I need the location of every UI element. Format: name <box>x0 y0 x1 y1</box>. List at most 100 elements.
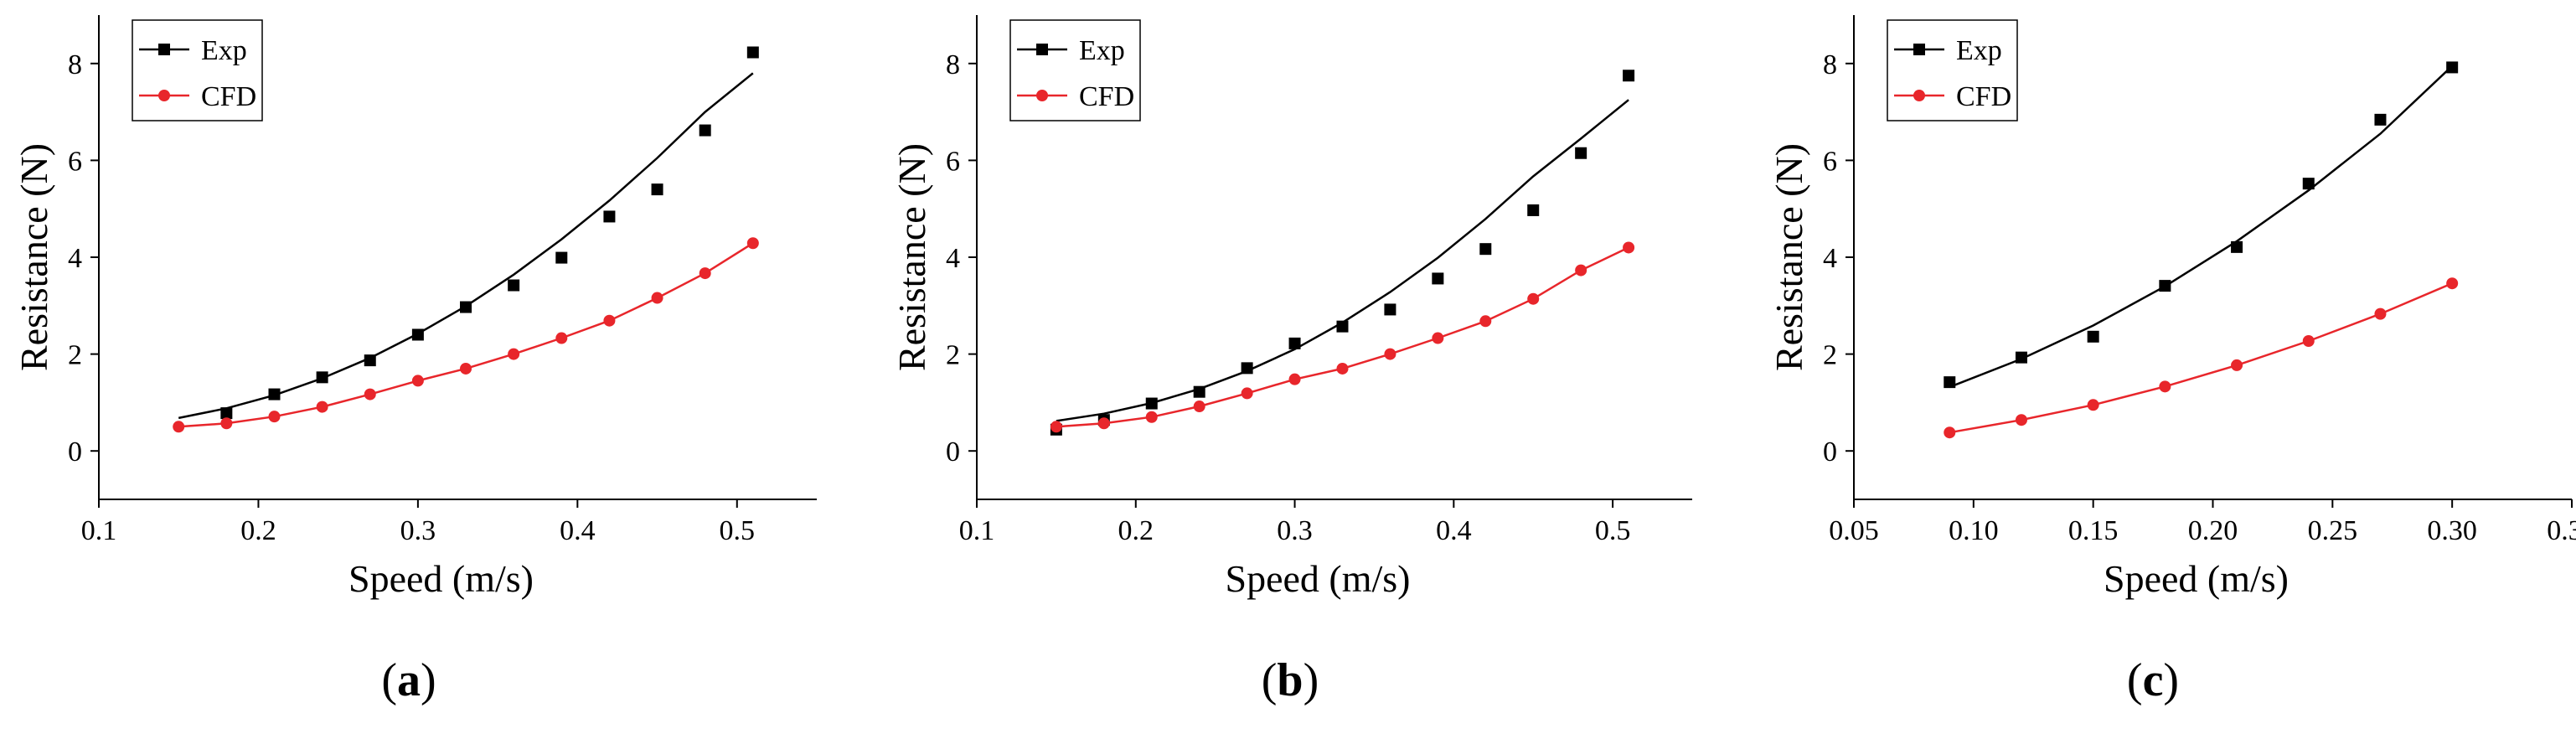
panel-b: 0.1 0.2 0.3 0.4 0.5 0 2 4 6 8 Speed (m/s) Resistanc… <box>891 15 1692 706</box>
panel-caption: (b) <box>1262 654 1319 706</box>
data-point <box>1336 320 1349 333</box>
data-point <box>316 371 328 384</box>
x-axis-title: Speed (m/s) <box>1225 557 1410 600</box>
data-point <box>268 388 281 401</box>
series-exp <box>1944 61 2459 389</box>
data-point <box>1384 348 1396 360</box>
y-axis-title: Resistance (N) <box>13 143 55 371</box>
data-point <box>2087 330 2099 343</box>
y-tick-label: 4 <box>946 243 960 274</box>
data-point <box>1623 241 1635 254</box>
x-tick-label: 0.15 <box>2068 515 2119 546</box>
x-tick-label: 0.2 <box>240 515 276 546</box>
y-tick-label: 2 <box>1823 340 1837 371</box>
y-axis-title: Resistance (N) <box>891 143 933 371</box>
y-tick-label: 6 <box>1823 146 1837 177</box>
data-point <box>1623 70 1635 82</box>
legend-box <box>132 19 263 121</box>
legend-item-cfd: CFD <box>1894 81 2011 112</box>
data-point <box>364 354 376 367</box>
data-point <box>651 183 663 196</box>
series-cfd <box>1944 277 2459 439</box>
data-point <box>2015 351 2027 364</box>
series-line <box>1949 282 2453 434</box>
y-tick-label: 6 <box>946 146 960 177</box>
x-tick-label: 0.10 <box>1949 515 1999 546</box>
series-line <box>1056 246 1629 428</box>
fit-curve <box>1949 65 2454 389</box>
y-tick-label: 0 <box>1823 437 1837 468</box>
data-point <box>1336 362 1349 375</box>
data-point <box>2446 277 2459 290</box>
data-point <box>699 267 711 280</box>
data-point <box>316 401 328 413</box>
legend-item-exp: Exp <box>1894 35 2002 66</box>
legend-label: CFD <box>1956 81 2011 112</box>
data-point <box>1241 362 1253 375</box>
y-tick-label: 2 <box>946 340 960 371</box>
series-exp <box>178 46 759 420</box>
x-tick-label: 0.4 <box>1436 515 1472 546</box>
series-cfd <box>1050 241 1635 433</box>
data-point <box>411 375 424 387</box>
y-tick-label: 6 <box>68 146 82 177</box>
data-point <box>1575 147 1587 159</box>
legend-label: CFD <box>1079 81 1134 112</box>
x-tick-label: 0.5 <box>1595 515 1631 546</box>
x-axis-title: Speed (m/s) <box>2104 557 2289 600</box>
data-point <box>1193 385 1205 398</box>
data-point <box>2159 280 2171 292</box>
x-axis-title: Speed (m/s) <box>348 557 534 600</box>
data-point <box>220 417 233 430</box>
data-point <box>508 279 520 292</box>
legend: Exp CFD <box>132 19 263 121</box>
legend-box <box>1887 19 2018 121</box>
legend-item-cfd: CFD <box>1017 81 1134 112</box>
data-point <box>603 210 616 223</box>
data-point <box>2231 240 2243 253</box>
data-point <box>1145 411 1158 423</box>
y-tick-label: 4 <box>1823 243 1837 274</box>
legend-marker <box>1036 90 1048 101</box>
x-tick-label: 0.1 <box>959 515 995 546</box>
data-point <box>1050 421 1062 433</box>
data-point <box>1575 264 1587 276</box>
data-point <box>1145 397 1158 410</box>
series-line <box>178 242 754 428</box>
data-point <box>2302 178 2315 190</box>
y-tick-label: 4 <box>68 243 82 274</box>
y-tick-label: 8 <box>946 49 960 80</box>
data-point <box>220 407 233 420</box>
y-axis-title: Resistance (N) <box>1768 143 1810 371</box>
legend-label: Exp <box>1079 35 1125 66</box>
legend-item-exp: Exp <box>139 35 247 66</box>
legend-marker <box>1036 44 1048 55</box>
data-point <box>555 332 568 344</box>
x-tick-label: 0.05 <box>1829 515 1879 546</box>
data-point <box>1944 426 1956 439</box>
legend-marker <box>1913 90 1925 101</box>
legend-box <box>1009 19 1141 121</box>
x-tick-label: 0.1 <box>81 515 117 546</box>
x-tick-label: 0.5 <box>720 515 756 546</box>
data-point <box>1288 337 1301 349</box>
x-tick-label: 0.20 <box>2188 515 2238 546</box>
y-tick-label: 0 <box>68 437 82 468</box>
data-point <box>2302 334 2315 347</box>
data-point <box>1479 315 1492 328</box>
data-point <box>1384 303 1396 316</box>
panel-a: 0.1 0.2 0.3 0.4 0.5 0 2 4 6 8 Speed (m/s) Resistanc… <box>13 15 817 706</box>
data-point <box>2231 359 2243 371</box>
legend-item-exp: Exp <box>1017 35 1125 66</box>
legend-marker <box>1913 44 1925 55</box>
data-point <box>699 124 711 137</box>
data-point <box>2446 61 2459 74</box>
data-point <box>1944 376 1956 389</box>
data-point <box>364 388 376 401</box>
x-tick-label: 0.25 <box>2308 515 2358 546</box>
y-tick-label: 2 <box>68 340 82 371</box>
legend-label: Exp <box>1956 35 2002 66</box>
data-point <box>1432 332 1444 344</box>
x-tick-label: 0.2 <box>1118 515 1154 546</box>
data-point <box>2087 399 2099 411</box>
